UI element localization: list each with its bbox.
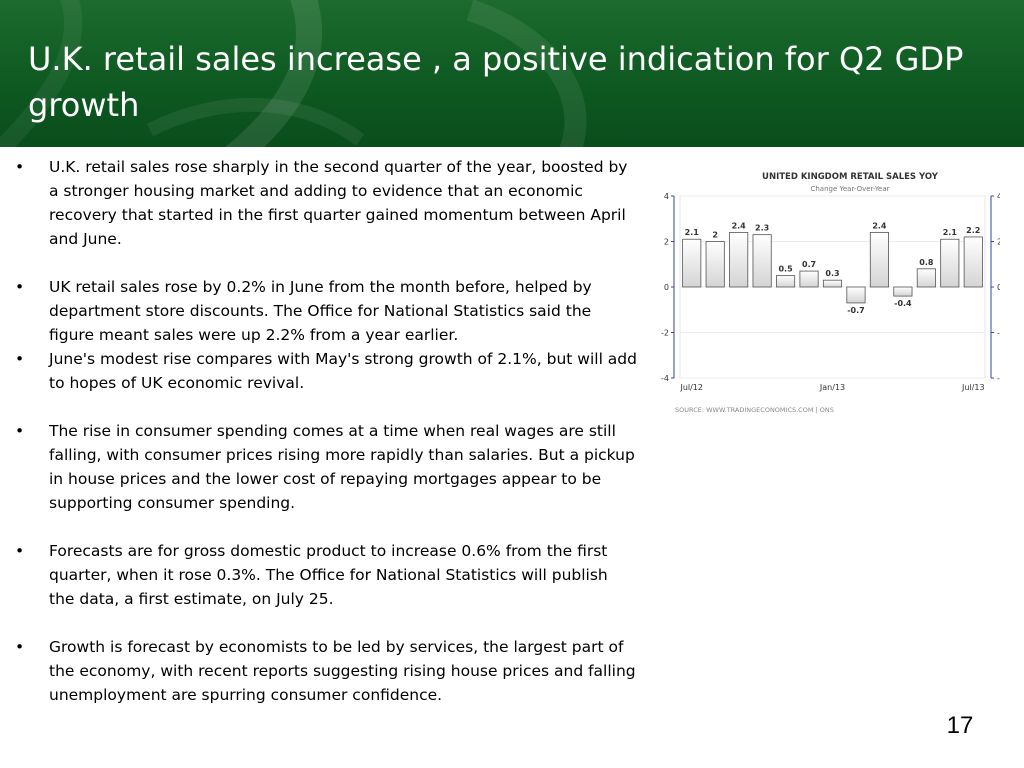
y-tick-label-right: -4 (997, 374, 1000, 383)
bar (799, 270, 819, 288)
y-tick-label-left: 0 (664, 283, 669, 292)
bar (963, 236, 983, 288)
y-tick-label-right: 4 (997, 192, 1000, 201)
bar (893, 286, 913, 297)
retail-sales-chart: UNITED KINGDOM RETAIL SALES YOY Change Y… (661, 172, 1000, 414)
y-tick-label-left: 4 (664, 192, 669, 201)
y-tick-label-right: -2 (997, 329, 1000, 338)
bullet-item: Growth is forecast by economists to be l… (12, 635, 637, 707)
data-label: 2.2 (966, 226, 980, 235)
chart-subtitle: Change Year-Over-Year (810, 185, 889, 193)
x-tick-label: Jan/13 (819, 383, 845, 392)
data-label: 0.3 (825, 269, 839, 278)
bar (822, 279, 843, 288)
data-label: 0.5 (778, 265, 793, 274)
data-label: 2.4 (872, 221, 887, 230)
data-label: 0.7 (802, 260, 816, 269)
bar (869, 232, 889, 288)
data-label: 2.1 (685, 228, 700, 237)
x-tick-label: Jul/12 (679, 383, 703, 392)
bar (682, 238, 702, 288)
decorative-swirl (0, 0, 587, 147)
bar (729, 232, 749, 288)
bullet-item: Forecasts are for gross domestic product… (12, 539, 637, 611)
y-tick-label-left: 2 (664, 238, 669, 247)
data-label: 2.4 (732, 221, 747, 230)
y-tick-label-left: -4 (661, 374, 669, 383)
data-label: 2.3 (755, 224, 769, 233)
bullet-item: June's modest rise compares with May's s… (12, 347, 637, 395)
bar (776, 275, 796, 288)
data-label: 2.1 (943, 228, 958, 237)
bullet-item: UK retail sales rose by 0.2% in June fro… (12, 275, 637, 347)
y-tick-label-right: 0 (997, 283, 1000, 292)
bar (940, 238, 960, 288)
bullet-item: The rise in consumer spending comes at a… (12, 419, 637, 515)
data-label: -0.4 (894, 299, 912, 308)
slide-title: U.K. retail sales increase , a positive … (28, 40, 964, 124)
data-label: -0.7 (847, 306, 865, 315)
bar (752, 234, 772, 288)
chart-source: SOURCE: WWW.TRADINGECONOMICS.COM | ONS (675, 406, 834, 414)
bar (916, 268, 936, 288)
bullet-item: U.K. retail sales rose sharply in the se… (12, 155, 637, 251)
bar (705, 241, 725, 288)
y-tick-label-right: 2 (997, 238, 1000, 247)
y-tick-label-left: -2 (661, 329, 669, 338)
x-tick-label: Jul/13 (961, 383, 985, 392)
bar (846, 286, 866, 304)
page-number: 17 (946, 712, 974, 739)
bullet-list: U.K. retail sales rose sharply in the se… (12, 155, 637, 707)
title-bar: U.K. retail sales increase , a positive … (0, 0, 1024, 147)
chart-title: UNITED KINGDOM RETAIL SALES YOY (762, 172, 939, 182)
data-label: 2 (712, 231, 718, 240)
data-label: 0.8 (919, 258, 934, 267)
